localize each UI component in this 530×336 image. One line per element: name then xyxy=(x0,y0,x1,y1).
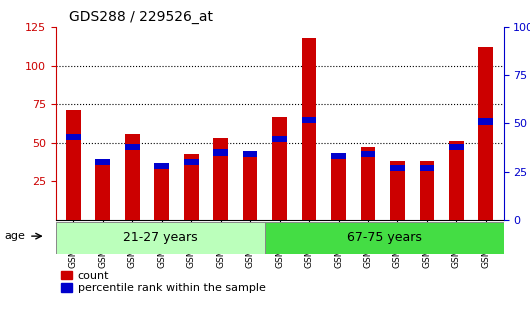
Legend: count, percentile rank within the sample: count, percentile rank within the sample xyxy=(61,271,266,293)
Text: 21-27 years: 21-27 years xyxy=(123,231,198,244)
Bar xyxy=(184,154,199,220)
Bar xyxy=(479,119,493,125)
Bar xyxy=(184,159,199,165)
Bar xyxy=(213,138,228,220)
Bar xyxy=(420,165,434,171)
Bar xyxy=(331,158,346,220)
Bar xyxy=(420,161,434,220)
Bar xyxy=(125,133,139,220)
Bar xyxy=(95,159,110,165)
Bar xyxy=(213,150,228,156)
Bar xyxy=(449,141,464,220)
Bar xyxy=(95,163,110,220)
Bar xyxy=(390,165,405,171)
Bar xyxy=(66,134,81,140)
Bar xyxy=(272,117,287,220)
Bar xyxy=(449,143,464,150)
Bar xyxy=(390,161,405,220)
Bar xyxy=(360,151,375,158)
Bar xyxy=(302,117,316,123)
Bar xyxy=(479,47,493,220)
Bar xyxy=(302,38,316,220)
Bar xyxy=(360,148,375,220)
Bar xyxy=(243,151,258,158)
Text: age: age xyxy=(4,231,25,241)
Bar xyxy=(154,166,169,220)
Bar xyxy=(66,110,81,220)
Bar xyxy=(154,163,169,169)
Bar xyxy=(272,136,287,142)
Bar xyxy=(264,222,504,254)
Bar xyxy=(56,222,264,254)
Text: 67-75 years: 67-75 years xyxy=(347,231,421,244)
Bar xyxy=(331,153,346,159)
Bar xyxy=(243,154,258,220)
Text: GDS288 / 229526_at: GDS288 / 229526_at xyxy=(69,10,213,24)
Bar xyxy=(125,143,139,150)
